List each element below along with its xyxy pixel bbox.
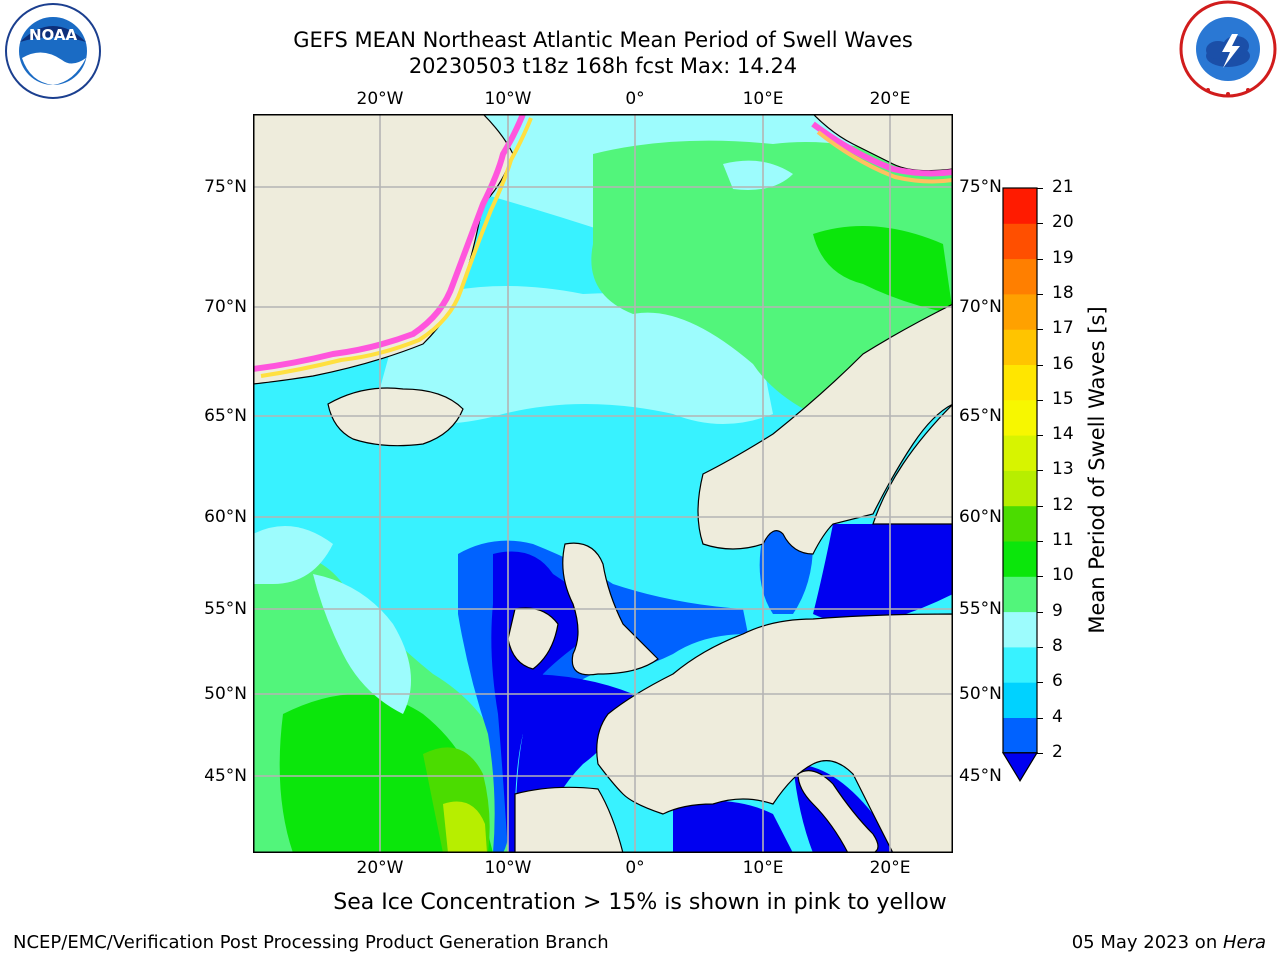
graticule	[253, 114, 953, 853]
lat-tick-right-45n: 45°N	[959, 766, 1002, 786]
colorbar-tick-mark	[1037, 646, 1043, 648]
colorbar-segment	[1003, 329, 1037, 365]
colorbar-segment	[1003, 541, 1037, 577]
map-title-line1: GEFS MEAN Northeast Atlantic Mean Period…	[293, 28, 913, 52]
colorbar-tick-mark	[1037, 611, 1043, 613]
lon-tick-bottom-20e: 20°E	[869, 858, 911, 878]
colorbar-tick-label: 13	[1052, 459, 1074, 480]
nws-logo	[1178, 0, 1278, 98]
lat-tick-left-75n: 75°N	[204, 177, 247, 197]
lat-tick-right-50n: 50°N	[959, 684, 1002, 704]
lon-tick-bottom-10e: 10°E	[742, 858, 784, 878]
lon-tick-top-10w: 10°W	[484, 89, 532, 109]
colorbar-tick-label: 12	[1052, 494, 1074, 515]
colorbar-tick-mark	[1037, 399, 1043, 401]
sea-ice-note: Sea Ice Concentration > 15% is shown in …	[333, 890, 947, 915]
colorbar-segment	[1003, 364, 1037, 401]
lat-tick-left-55n: 55°N	[204, 599, 247, 619]
lon-tick-bottom-0: 0°	[625, 858, 645, 878]
colorbar-segment	[1003, 293, 1037, 330]
colorbar-tick-label: 9	[1052, 600, 1063, 621]
colorbar-tick-label: 11	[1052, 530, 1074, 550]
lat-tick-left-50n: 50°N	[204, 684, 247, 704]
swell-period-map	[253, 114, 953, 853]
colorbar	[1000, 186, 1040, 786]
lon-tick-top-20w: 20°W	[356, 89, 404, 109]
lon-tick-top-10e: 10°E	[742, 89, 784, 109]
organization-credit: NCEP/EMC/Verification Post Processing Pr…	[13, 932, 609, 953]
colorbar-tick-mark	[1037, 364, 1043, 366]
colorbar-tick-label: 20	[1052, 212, 1074, 233]
colorbar-tick-mark	[1037, 258, 1043, 260]
date-credit: 05 May 2023 on Hera	[1072, 932, 1266, 953]
colorbar-tick-mark	[1037, 752, 1043, 754]
colorbar-segment	[1003, 470, 1037, 507]
noaa-logo: NOAA	[2, 2, 104, 100]
colorbar-tick-mark	[1037, 576, 1043, 578]
colorbar-segment	[1003, 682, 1037, 718]
colorbar-tick-label: 17	[1052, 318, 1074, 339]
colorbar-tick-mark	[1037, 717, 1043, 719]
colorbar-tick-mark	[1037, 505, 1043, 507]
lat-tick-right-70n: 70°N	[959, 297, 1002, 317]
colorbar-tick-label: 2	[1052, 741, 1063, 762]
colorbar-tick-label: 14	[1052, 424, 1074, 445]
colorbar-tick-label: 8	[1052, 635, 1063, 656]
lat-tick-right-65n: 65°N	[959, 406, 1002, 426]
colorbar-tick-label: 16	[1052, 353, 1074, 374]
colorbar-segment	[1003, 223, 1037, 260]
colorbar-segment	[1003, 576, 1037, 613]
colorbar-tick-label: 6	[1052, 671, 1063, 692]
lon-tick-bottom-20w: 20°W	[356, 858, 404, 878]
colorbar-segment	[1003, 611, 1037, 648]
svg-text:NOAA: NOAA	[29, 26, 78, 44]
colorbar-segment	[1003, 399, 1037, 436]
lat-tick-right-55n: 55°N	[959, 599, 1002, 619]
lat-tick-left-70n: 70°N	[204, 297, 247, 317]
colorbar-segment	[1003, 188, 1037, 224]
colorbar-tick-label: 21	[1052, 177, 1074, 197]
colorbar-segment	[1003, 717, 1037, 754]
colorbar-extend-arrow	[1001, 752, 1039, 782]
colorbar-tick-label: 4	[1052, 706, 1063, 727]
date-text: 05 May 2023 on	[1071, 932, 1223, 953]
colorbar-tick-mark	[1037, 435, 1043, 437]
colorbar-segment	[1003, 258, 1037, 295]
lat-tick-right-75n: 75°N	[959, 177, 1002, 197]
lat-tick-left-60n: 60°N	[204, 507, 247, 527]
lon-tick-bottom-10w: 10°W	[484, 858, 532, 878]
colorbar-segment	[1003, 646, 1037, 683]
map-title-line2: 20230503 t18z 168h fcst Max: 14.24	[408, 54, 798, 78]
colorbar-tick-mark	[1037, 682, 1043, 684]
colorbar-segment	[1003, 435, 1037, 471]
lon-tick-top-0: 0°	[625, 89, 645, 109]
lon-tick-top-20e: 20°E	[869, 89, 911, 109]
lat-tick-left-45n: 45°N	[204, 766, 247, 786]
lat-tick-left-65n: 65°N	[204, 406, 247, 426]
machine-name: Hera	[1222, 932, 1266, 953]
colorbar-tick-mark	[1037, 223, 1043, 225]
colorbar-tick-label: 18	[1052, 282, 1074, 303]
colorbar-tick-mark	[1037, 188, 1043, 189]
colorbar-tick-mark	[1037, 541, 1043, 542]
colorbar-tick-label: 10	[1052, 565, 1074, 586]
colorbar-tick-mark	[1037, 329, 1043, 331]
colorbar-tick-label: 15	[1052, 388, 1074, 409]
colorbar-ticks: 21 20 19 18 17 16 15 14 13 12 11 10 9 8 6 4 2	[1037, 0, 1084, 960]
colorbar-tick-mark	[1037, 293, 1043, 295]
colorbar-label: Mean Period of Swell Waves [s]	[1085, 306, 1109, 634]
colorbar-tick-mark	[1037, 470, 1043, 472]
lat-tick-right-60n: 60°N	[959, 507, 1002, 527]
colorbar-segment	[1003, 505, 1037, 542]
colorbar-tick-label: 19	[1052, 247, 1074, 268]
